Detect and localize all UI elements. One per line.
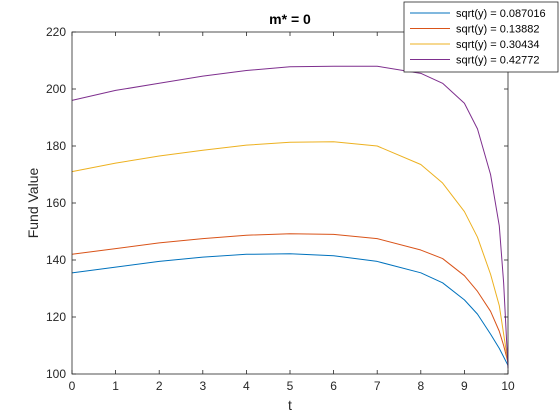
series-line-4 (71, 65, 509, 369)
x-tick-label: 2 (156, 379, 163, 393)
y-tick-label: 140 (46, 253, 66, 267)
y-tick-label: 220 (46, 25, 66, 39)
x-tick-label: 0 (69, 379, 76, 393)
y-tick-label: 120 (46, 310, 66, 324)
y-tick-label: 160 (46, 196, 66, 210)
x-axis-label: t (288, 397, 292, 413)
x-tick-label: 4 (243, 379, 250, 393)
legend-entry-2: sqrt(y) = 0.13882 (456, 24, 539, 36)
plot-area (72, 32, 508, 374)
x-tick-label: 9 (461, 379, 468, 393)
x-tick-label: 8 (417, 379, 424, 393)
legend: sqrt(y) = 0.087016 sqrt(y) = 0.13882 sqrt(… (403, 1, 559, 73)
y-tick-label: 200 (46, 82, 66, 96)
legend-entry-4: sqrt(y) = 0.42772 (456, 55, 539, 67)
y-axis-label: Fund Value (25, 168, 41, 239)
legend-entry-1: sqrt(y) = 0.087016 (456, 8, 546, 20)
x-tick-label: 3 (199, 379, 206, 393)
y-tick-label: 180 (46, 139, 66, 153)
x-tick-label: 10 (501, 379, 515, 393)
chart-title: m* = 0 (269, 11, 311, 27)
y-tick-label: 100 (46, 367, 66, 381)
x-tick-label: 5 (287, 379, 294, 393)
legend-box (403, 1, 559, 73)
x-tick-label: 7 (374, 379, 381, 393)
x-axis: 0 1 2 3 4 5 6 7 8 9 10 (69, 32, 515, 393)
series-line-2 (71, 233, 509, 363)
legend-entry-3: sqrt(y) = 0.30434 (456, 39, 539, 51)
series-line-1 (71, 253, 509, 366)
y-axis: 100 120 140 160 180 200 220 (46, 25, 508, 381)
x-tick-label: 6 (330, 379, 337, 393)
series-line-3 (71, 141, 509, 363)
series-layer (71, 65, 509, 369)
x-tick-label: 1 (112, 379, 119, 393)
